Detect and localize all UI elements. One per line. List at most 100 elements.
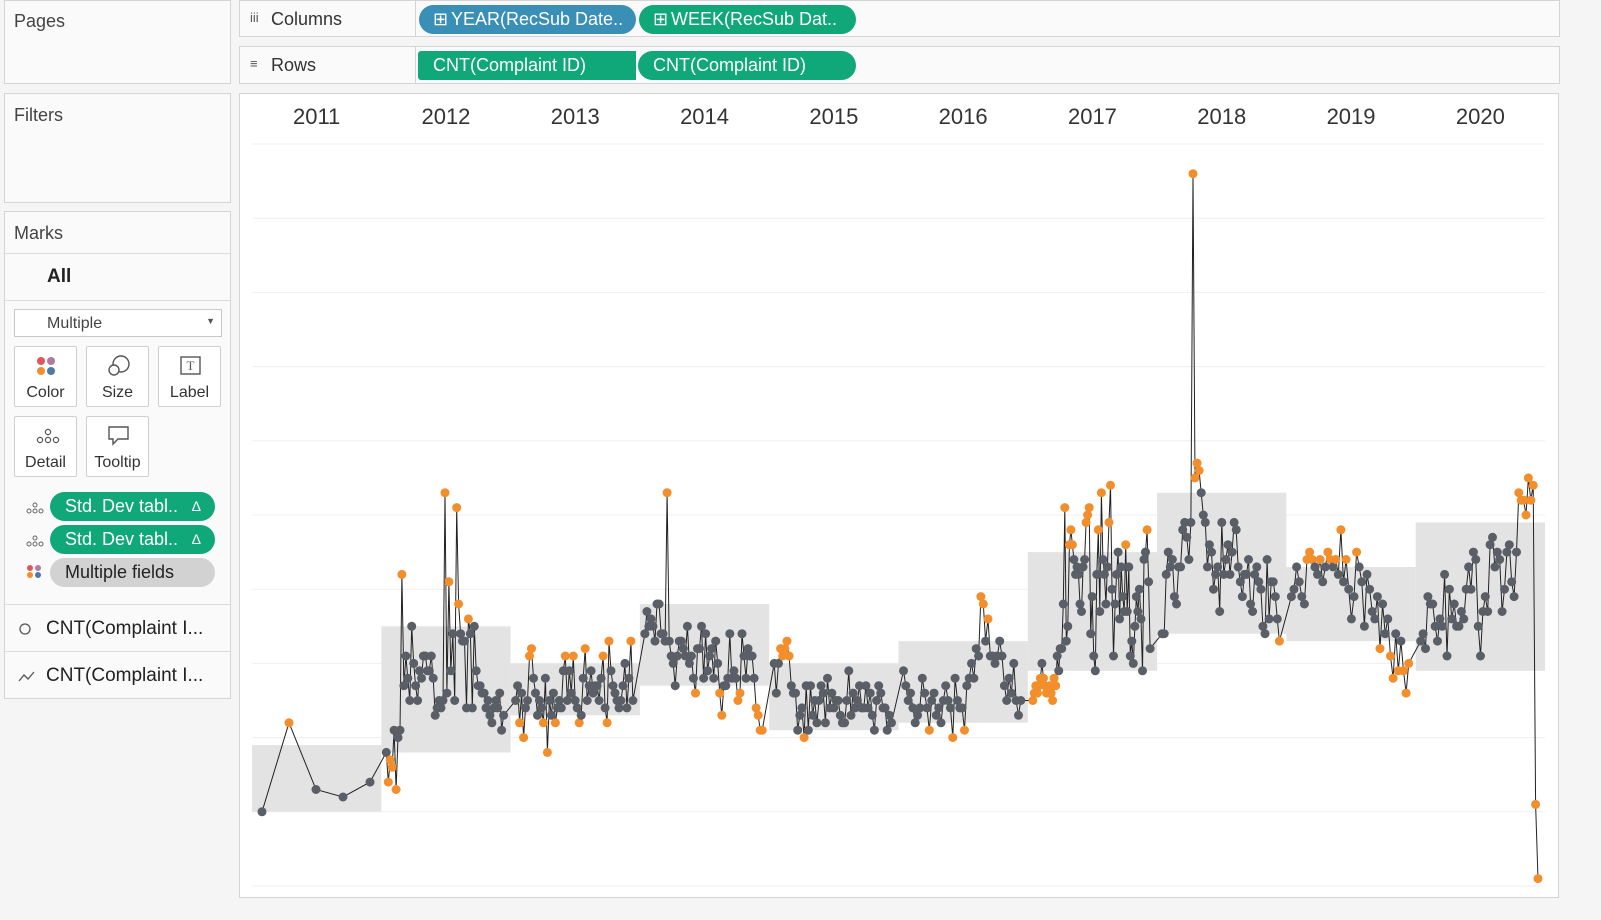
data-point xyxy=(741,673,751,683)
std-dev-pill[interactable]: Std. Dev tabl.. Δ xyxy=(50,525,215,554)
mark-type-dropdown[interactable]: Multiple ▼ xyxy=(14,309,222,337)
scrollbar-track[interactable] xyxy=(1560,0,1601,920)
outlier-point xyxy=(1046,688,1056,698)
data-point xyxy=(1354,562,1364,572)
data-point xyxy=(1213,562,1223,572)
data-point xyxy=(1209,584,1218,594)
outlier-point xyxy=(1274,636,1284,646)
rows-pill[interactable]: CNT(Complaint ID) xyxy=(638,51,856,80)
data-point xyxy=(1391,629,1401,639)
data-point xyxy=(1102,562,1112,572)
data-point xyxy=(1318,577,1328,587)
data-point xyxy=(695,644,704,654)
size-button[interactable]: Size xyxy=(86,346,149,407)
data-point xyxy=(953,696,962,705)
data-point xyxy=(1092,569,1102,579)
label-button[interactable]: T Label xyxy=(158,346,221,407)
data-point xyxy=(475,681,485,691)
data-point xyxy=(1138,666,1147,676)
outlier-point xyxy=(1121,540,1131,550)
columns-icon: iii xyxy=(250,10,259,25)
data-point xyxy=(701,629,711,639)
year-pill[interactable]: ⊞ YEAR(RecSub Date.. xyxy=(419,5,636,34)
data-point xyxy=(417,673,426,683)
filters-card[interactable]: Filters xyxy=(4,93,231,203)
marks-title: Marks xyxy=(14,223,63,243)
data-point xyxy=(1159,629,1169,639)
data-point xyxy=(816,681,826,691)
data-point xyxy=(1186,517,1196,527)
data-point xyxy=(407,621,417,631)
outlier-point xyxy=(1106,480,1115,490)
data-point xyxy=(1118,592,1128,602)
marks-all-tab[interactable]: All xyxy=(47,266,72,287)
outlier-point xyxy=(515,718,525,728)
data-point xyxy=(1512,547,1521,557)
data-point xyxy=(1136,614,1146,624)
data-point xyxy=(981,636,991,646)
data-point xyxy=(564,666,574,676)
data-point xyxy=(950,673,960,683)
data-point xyxy=(586,666,596,676)
outlier-point xyxy=(1081,517,1091,527)
data-point xyxy=(903,696,913,705)
outlier-point xyxy=(1519,495,1529,505)
data-point xyxy=(448,629,458,639)
data-point xyxy=(650,636,660,646)
data-point xyxy=(497,725,507,735)
data-point xyxy=(936,718,946,728)
data-point xyxy=(1089,651,1099,661)
pill-label: CNT(Complaint ID) xyxy=(653,55,807,75)
outlier-point xyxy=(385,755,395,765)
data-point xyxy=(614,703,624,713)
data-point xyxy=(1250,569,1260,579)
data-point xyxy=(1416,636,1426,646)
data-point xyxy=(1227,547,1237,557)
data-point xyxy=(1225,569,1235,579)
data-point xyxy=(554,696,564,705)
data-point xyxy=(1500,584,1509,594)
std-dev-pill[interactable]: Std. Dev tabl.. Δ xyxy=(50,492,215,521)
year-header: 2011 xyxy=(293,104,340,129)
data-point xyxy=(920,688,930,698)
data-point xyxy=(1107,584,1117,594)
columns-shelf[interactable]: iii Columns ⊞ YEAR(RecSub Date.. ⊞ WEEK(… xyxy=(239,0,1560,37)
outlier-point xyxy=(1083,510,1093,520)
outlier-point xyxy=(1142,525,1152,535)
data-point xyxy=(1141,547,1150,557)
data-point xyxy=(481,703,491,713)
tooltip-button[interactable]: Tooltip xyxy=(86,416,149,477)
data-point xyxy=(436,703,446,713)
data-point xyxy=(548,688,558,698)
size-icon xyxy=(108,355,130,376)
data-point xyxy=(774,658,783,668)
outlier-point xyxy=(1386,651,1395,661)
data-point xyxy=(594,696,604,705)
rows-shelf[interactable]: ≡ Rows CNT(Complaint ID) CNT(Complaint I… xyxy=(239,46,1560,84)
data-point xyxy=(872,696,882,705)
data-point xyxy=(1207,547,1216,557)
color-button[interactable]: Color xyxy=(14,346,77,407)
data-point xyxy=(686,651,696,661)
data-point xyxy=(1504,540,1514,550)
data-point xyxy=(833,696,843,705)
data-point xyxy=(943,696,953,705)
data-point xyxy=(1178,525,1188,535)
data-point xyxy=(844,666,854,676)
data-point xyxy=(1430,621,1440,631)
mark-type-value: Multiple xyxy=(47,315,103,332)
rows-label: Rows xyxy=(271,55,317,75)
pages-card[interactable]: Pages xyxy=(4,0,231,84)
chart-area[interactable]: 2011 2012 2013 2014 2015 2016 2017 2018 2019 2020 xyxy=(239,93,1559,898)
outlier-point xyxy=(1399,666,1408,676)
rows-pill[interactable]: CNT(Complaint ID) xyxy=(418,51,636,80)
data-point xyxy=(840,718,850,728)
week-pill[interactable]: ⊞ WEEK(RecSub Dat.. xyxy=(639,5,856,34)
detail-button[interactable]: Detail xyxy=(14,416,77,477)
multiple-fields-pill[interactable]: Multiple fields xyxy=(50,558,215,587)
year-header: 2013 xyxy=(551,104,600,129)
data-point xyxy=(997,651,1007,661)
outlier-point xyxy=(1388,673,1398,683)
data-point xyxy=(887,718,896,728)
chart-svg[interactable]: 2011 2012 2013 2014 2015 2016 2017 2018 2019 2020 xyxy=(240,94,1560,899)
